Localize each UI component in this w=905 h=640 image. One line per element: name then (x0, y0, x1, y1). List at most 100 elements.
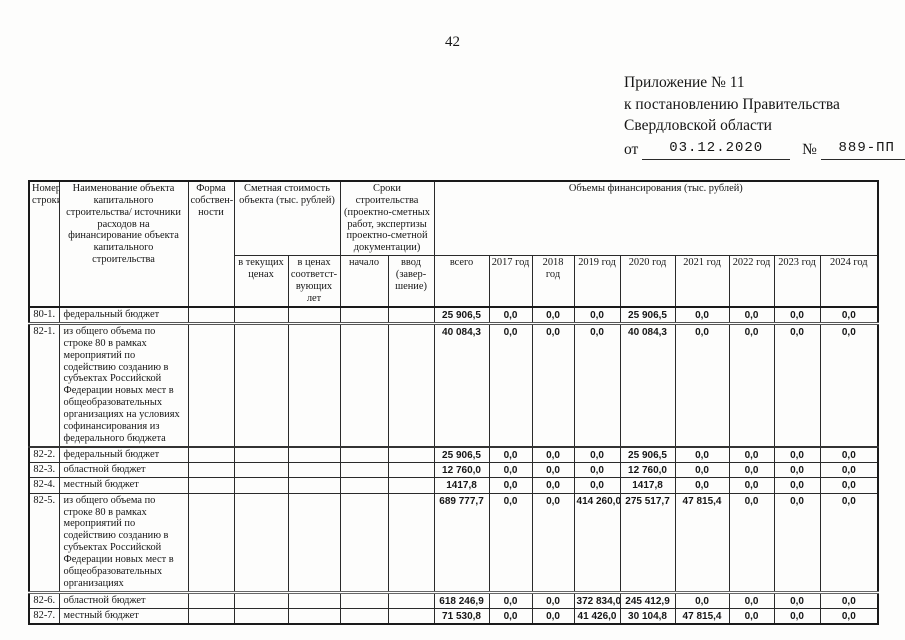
empty-cell (339, 446, 389, 463)
financing-value-cell: 1417,8 (433, 477, 490, 494)
financing-table: Номер строки Наименование объекта капита… (28, 180, 880, 626)
empty-cell (339, 492, 389, 594)
empty-cell (187, 492, 235, 594)
financing-value-cell: 1417,8 (619, 477, 676, 494)
empty-cell (287, 446, 341, 463)
financing-value-cell: 0,0 (819, 461, 879, 479)
empty-cell (233, 477, 289, 494)
empty-cell (287, 306, 341, 325)
financing-value-cell: 0,0 (773, 591, 821, 610)
empty-cell (233, 608, 289, 625)
col-header-cost-current: в текущих ценах (233, 255, 289, 308)
financing-value-cell: 0,0 (728, 461, 775, 479)
financing-value-cell: 25 906,5 (433, 306, 490, 325)
financing-value-cell: 0,0 (531, 477, 575, 494)
financing-value-cell: 0,0 (488, 492, 533, 594)
financing-value-cell: 25 906,5 (619, 446, 676, 463)
financing-value-cell: 0,0 (773, 477, 821, 494)
empty-cell (339, 608, 389, 625)
empty-cell (339, 591, 389, 610)
col-header-year-2020: 2020 год (619, 255, 676, 308)
financing-value-cell: 30 104,8 (619, 608, 676, 625)
empty-cell (387, 591, 435, 610)
table-row: 80-1. федеральный бюджет 25 906,5 0,0 0,0 0,0… (28, 306, 879, 325)
empty-cell (187, 306, 235, 325)
table-header: Номер строки Наименование объекта капита… (28, 180, 879, 308)
empty-cell (187, 461, 235, 479)
table-row: 82-3. областной бюджет 12 760,0 0,0 0,0 0,0 12… (28, 461, 879, 479)
empty-cell (233, 322, 289, 448)
financing-value-cell: 0,0 (819, 306, 879, 325)
financing-value-cell: 0,0 (819, 477, 879, 494)
financing-value-cell: 0,0 (819, 608, 879, 625)
financing-value-cell: 0,0 (488, 306, 533, 325)
empty-cell (387, 322, 435, 448)
col-header-ownership: Форма собствен- ности (187, 180, 235, 308)
resolution-number: 889-ПП (820, 138, 905, 160)
financing-value-cell: 0,0 (488, 477, 533, 494)
financing-value-cell: 40 084,3 (619, 322, 676, 448)
col-header-financing: Объемы финансирования (тыс. рублей) (433, 180, 879, 257)
empty-cell (187, 477, 235, 494)
financing-value-cell: 25 906,5 (619, 306, 676, 325)
appendix-subtitle-2: Свердловской области (624, 117, 772, 134)
col-header-terms-start: начало (339, 255, 389, 308)
financing-value-cell: 0,0 (773, 461, 821, 479)
empty-cell (339, 306, 389, 325)
col-header-total: всего (433, 255, 490, 308)
financing-value-cell: 0,0 (728, 446, 775, 463)
financing-value-cell: 275 517,7 (619, 492, 676, 594)
table-row: 82-5. из общего объема по строке 80 в рам… (28, 492, 879, 594)
financing-value-cell: 0,0 (488, 461, 533, 479)
table-row: 82-4. местный бюджет 1417,8 0,0 0,0 0,0 1417,8… (28, 477, 879, 494)
row-number-cell: 82-3. (28, 461, 60, 479)
financing-value-cell: 47 815,4 (674, 492, 730, 594)
table-row: 82-2. федеральный бюджет 25 906,5 0,0 0,0 0,0… (28, 446, 879, 463)
financing-value-cell: 47 815,4 (674, 608, 730, 625)
col-header-construction-terms: Сроки строительства (проектно-сметных ра… (339, 180, 435, 257)
empty-cell (387, 461, 435, 479)
financing-value-cell: 0,0 (531, 608, 575, 625)
financing-value-cell: 0,0 (674, 477, 730, 494)
financing-value-cell: 0,0 (531, 322, 575, 448)
col-header-row-number: Номер строки (28, 180, 60, 308)
financing-value-cell: 0,0 (531, 306, 575, 325)
empty-cell (287, 322, 341, 448)
col-header-terms-end: ввод (завер- шение) (387, 255, 435, 308)
row-number-cell: 82-6. (28, 591, 60, 610)
financing-value-cell: 0,0 (531, 591, 575, 610)
object-name-cell: из общего объема по строке 80 в рамках м… (58, 492, 189, 594)
empty-cell (233, 306, 289, 325)
empty-cell (187, 446, 235, 463)
financing-value-cell: 71 530,8 (433, 608, 490, 625)
financing-value-cell: 0,0 (674, 306, 730, 325)
empty-cell (387, 446, 435, 463)
col-header-year-2024: 2024 год (819, 255, 879, 308)
empty-cell (233, 461, 289, 479)
col-header-year-2017: 2017 год (488, 255, 533, 308)
empty-cell (287, 477, 341, 494)
appendix-block: Приложение № 11 к постановлению Правител… (624, 72, 905, 160)
empty-cell (287, 608, 341, 625)
date-prefix-label: от (624, 140, 639, 158)
table-row: 82-6. областной бюджет 618 246,9 0,0 0,0 372 … (28, 591, 879, 610)
col-header-year-2021: 2021 год (674, 255, 730, 308)
row-number-cell: 82-1. (28, 322, 60, 448)
row-number-cell: 82-5. (28, 492, 60, 594)
empty-cell (233, 591, 289, 610)
empty-cell (233, 492, 289, 594)
empty-cell (287, 591, 341, 610)
financing-value-cell: 245 412,9 (619, 591, 676, 610)
object-name-cell: областной бюджет (58, 591, 189, 610)
row-number-cell: 82-2. (28, 446, 60, 463)
col-header-cost-years: в ценах соответст- вующих лет (287, 255, 341, 308)
financing-value-cell: 0,0 (573, 322, 621, 448)
col-header-object-name: Наименование объекта капитального строит… (58, 180, 189, 308)
financing-value-cell: 0,0 (573, 461, 621, 479)
financing-value-cell: 0,0 (531, 461, 575, 479)
empty-cell (387, 608, 435, 625)
object-name-cell: местный бюджет (58, 608, 189, 625)
col-header-year-2022: 2022 год (728, 255, 775, 308)
empty-cell (339, 477, 389, 494)
financing-value-cell: 0,0 (674, 322, 730, 448)
